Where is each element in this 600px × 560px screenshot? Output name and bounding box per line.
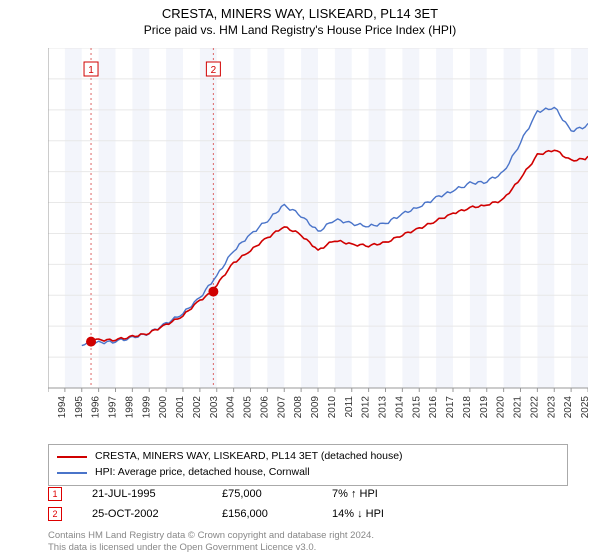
svg-text:1: 1 bbox=[88, 65, 94, 76]
svg-text:2012: 2012 bbox=[361, 396, 372, 419]
svg-text:2017: 2017 bbox=[445, 396, 456, 419]
footnote-line: Contains HM Land Registry data © Crown c… bbox=[48, 530, 374, 542]
svg-text:2014: 2014 bbox=[394, 396, 405, 419]
legend-swatch bbox=[57, 456, 87, 458]
svg-text:2009: 2009 bbox=[310, 396, 321, 419]
svg-text:2001: 2001 bbox=[175, 396, 186, 419]
svg-text:2007: 2007 bbox=[276, 396, 287, 419]
svg-text:2004: 2004 bbox=[226, 396, 237, 419]
svg-text:2002: 2002 bbox=[192, 396, 203, 419]
legend-label: HPI: Average price, detached house, Corn… bbox=[95, 465, 310, 481]
svg-text:2000: 2000 bbox=[158, 396, 169, 419]
svg-text:2: 2 bbox=[211, 65, 217, 76]
table-row: 1 21-JUL-1995 £75,000 7% ↑ HPI bbox=[48, 484, 422, 504]
legend-item: HPI: Average price, detached house, Corn… bbox=[57, 465, 559, 481]
svg-text:1994: 1994 bbox=[57, 396, 68, 419]
tx-delta: 7% ↑ HPI bbox=[332, 488, 422, 500]
transactions-table: 1 21-JUL-1995 £75,000 7% ↑ HPI 2 25-OCT-… bbox=[48, 484, 422, 524]
footnote: Contains HM Land Registry data © Crown c… bbox=[48, 530, 374, 554]
svg-text:2011: 2011 bbox=[344, 396, 355, 418]
legend-item: CRESTA, MINERS WAY, LISKEARD, PL14 3ET (… bbox=[57, 449, 559, 465]
svg-text:2013: 2013 bbox=[378, 396, 389, 419]
svg-text:1996: 1996 bbox=[91, 396, 102, 419]
svg-text:2018: 2018 bbox=[462, 396, 473, 419]
svg-text:2016: 2016 bbox=[428, 396, 439, 419]
tx-price: £75,000 bbox=[222, 488, 302, 500]
chart-subtitle: Price paid vs. HM Land Registry's House … bbox=[0, 21, 600, 41]
tx-price: £156,000 bbox=[222, 508, 302, 520]
tx-marker-icon: 2 bbox=[48, 507, 62, 521]
tx-date: 25-OCT-2002 bbox=[92, 508, 192, 520]
tx-date: 21-JUL-1995 bbox=[92, 488, 192, 500]
svg-text:2005: 2005 bbox=[243, 396, 254, 419]
svg-text:1999: 1999 bbox=[141, 396, 152, 419]
svg-text:2021: 2021 bbox=[513, 396, 524, 419]
legend-swatch bbox=[57, 472, 87, 474]
svg-text:2019: 2019 bbox=[479, 396, 490, 419]
svg-text:2010: 2010 bbox=[327, 396, 338, 419]
svg-text:2023: 2023 bbox=[546, 396, 557, 419]
legend-label: CRESTA, MINERS WAY, LISKEARD, PL14 3ET (… bbox=[95, 449, 403, 465]
table-row: 2 25-OCT-2002 £156,000 14% ↓ HPI bbox=[48, 504, 422, 524]
tx-delta: 14% ↓ HPI bbox=[332, 508, 422, 520]
tx-marker-icon: 1 bbox=[48, 487, 62, 501]
svg-text:2020: 2020 bbox=[496, 396, 507, 419]
svg-text:1993: 1993 bbox=[48, 396, 51, 419]
chart-plot: £0£50K£100K£150K£200K£250K£300K£350K£400… bbox=[48, 48, 588, 388]
svg-text:2006: 2006 bbox=[259, 396, 270, 419]
svg-text:1997: 1997 bbox=[108, 396, 119, 419]
svg-text:2008: 2008 bbox=[293, 396, 304, 419]
svg-text:2025: 2025 bbox=[580, 396, 588, 419]
svg-text:2022: 2022 bbox=[529, 396, 540, 419]
svg-text:1995: 1995 bbox=[74, 396, 85, 419]
svg-text:2024: 2024 bbox=[563, 396, 574, 419]
svg-text:2003: 2003 bbox=[209, 396, 220, 419]
svg-text:2015: 2015 bbox=[411, 396, 422, 419]
legend: CRESTA, MINERS WAY, LISKEARD, PL14 3ET (… bbox=[48, 444, 568, 486]
footnote-line: This data is licensed under the Open Gov… bbox=[48, 542, 374, 554]
svg-text:1998: 1998 bbox=[124, 396, 135, 419]
chart-title: CRESTA, MINERS WAY, LISKEARD, PL14 3ET bbox=[0, 0, 600, 21]
